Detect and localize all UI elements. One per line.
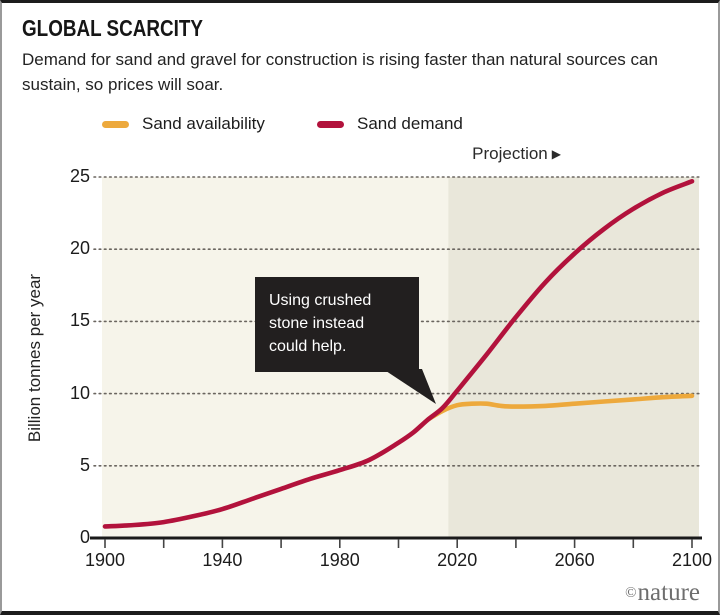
copyright-icon: © [625, 585, 637, 601]
y-tick-label: 0 [79, 527, 90, 548]
x-tick-label: 1900 [84, 550, 126, 570]
y-tick-label: 25 [69, 166, 90, 187]
sand-availability-swatch [102, 120, 129, 128]
sand-availability-line [425, 393, 695, 422]
nature-credit: ©nature [625, 579, 700, 607]
right-triangle-icon: ▶ [551, 147, 561, 161]
sand-demand-line [102, 179, 695, 529]
y-tick-label: 10 [69, 382, 90, 403]
projection-region [448, 177, 699, 538]
y-tick-label: 5 [79, 454, 90, 475]
x-tick-label: 1980 [319, 550, 360, 570]
legend-item-sand-availability: Sand availability [102, 112, 265, 136]
credit-name: nature [637, 579, 700, 606]
projection-label: Projection ▶ [472, 144, 561, 163]
callout-tail [383, 369, 436, 404]
y-tick-label: 15 [69, 310, 90, 331]
x-tick-label: 2100 [671, 550, 713, 570]
x-tick-label: 2020 [437, 550, 478, 570]
callout-box: Using crushed stone instead could help. [255, 277, 419, 372]
x-tick-label: 1940 [202, 550, 243, 570]
legend-label: Sand demand [357, 114, 463, 133]
page-title: GLOBAL SCARCITY [22, 15, 203, 41]
y-tick-label: 20 [69, 238, 90, 259]
legend-item-sand-demand: Sand demand [317, 112, 463, 136]
legend-label: Sand availability [142, 114, 265, 133]
x-tick-label: 2060 [554, 550, 595, 570]
sand-demand-swatch [317, 120, 344, 128]
chart-subtitle: Demand for sand and gravel for construct… [22, 50, 658, 94]
